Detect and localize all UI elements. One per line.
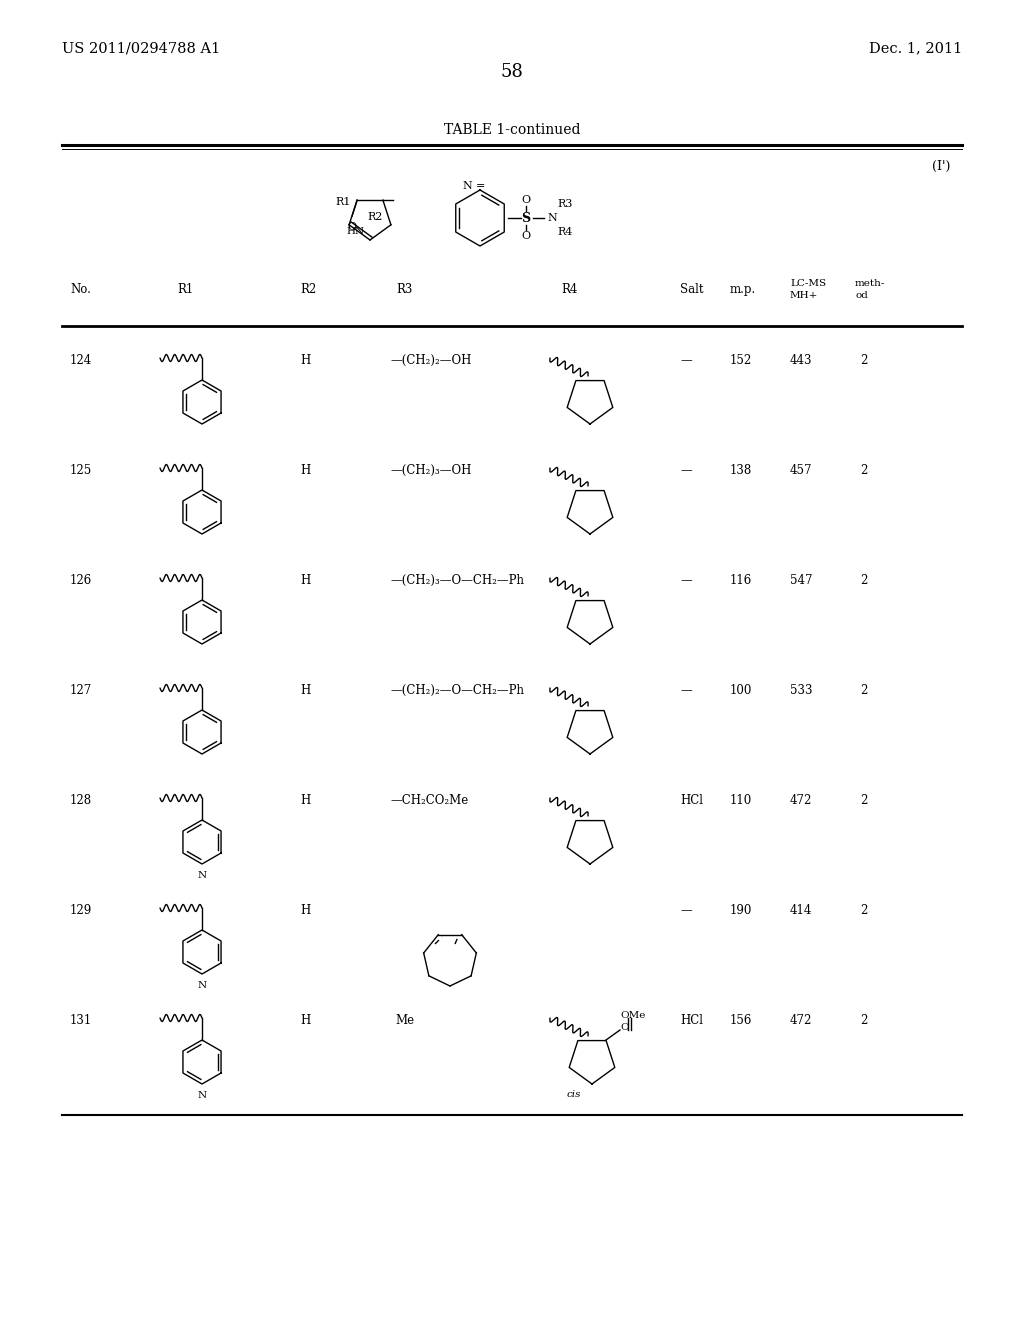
Text: 125: 125 xyxy=(70,465,92,477)
Text: MH+: MH+ xyxy=(790,290,818,300)
Text: 2: 2 xyxy=(860,574,867,587)
Text: 443: 443 xyxy=(790,354,812,367)
Text: 128: 128 xyxy=(70,795,92,807)
Text: 472: 472 xyxy=(790,795,812,807)
Text: 533: 533 xyxy=(790,684,812,697)
Text: No.: No. xyxy=(70,282,91,296)
Text: Salt: Salt xyxy=(680,282,703,296)
Text: 2: 2 xyxy=(860,904,867,917)
Text: —CH₂CO₂Me: —CH₂CO₂Me xyxy=(390,795,468,807)
Text: 156: 156 xyxy=(730,1014,753,1027)
Text: O: O xyxy=(347,222,356,232)
Text: —(CH₂)₂—OH: —(CH₂)₂—OH xyxy=(390,354,471,367)
Text: N: N xyxy=(198,871,207,880)
Text: R3: R3 xyxy=(557,199,572,209)
Text: R2: R2 xyxy=(300,282,316,296)
Text: R1: R1 xyxy=(177,282,194,296)
Text: 131: 131 xyxy=(70,1014,92,1027)
Text: US 2011/0294788 A1: US 2011/0294788 A1 xyxy=(62,41,220,55)
Text: H: H xyxy=(300,465,310,477)
Text: (I'): (I') xyxy=(932,160,950,173)
Text: cis: cis xyxy=(566,1090,582,1100)
Text: H: H xyxy=(300,795,310,807)
Text: H: H xyxy=(300,574,310,587)
Text: 138: 138 xyxy=(730,465,753,477)
Text: 58: 58 xyxy=(501,63,523,81)
Text: N: N xyxy=(462,181,472,191)
Text: R2: R2 xyxy=(368,211,383,222)
Text: R3: R3 xyxy=(397,282,414,296)
Text: m.p.: m.p. xyxy=(730,282,757,296)
Text: —: — xyxy=(680,354,692,367)
Text: —: — xyxy=(680,574,692,587)
Text: H: H xyxy=(300,684,310,697)
Text: R4: R4 xyxy=(557,227,572,238)
Text: —: — xyxy=(680,684,692,697)
Text: —(CH₂)₃—OH: —(CH₂)₃—OH xyxy=(390,465,471,477)
Text: 124: 124 xyxy=(70,354,92,367)
Text: 472: 472 xyxy=(790,1014,812,1027)
Text: od: od xyxy=(855,290,868,300)
Text: O: O xyxy=(521,231,530,242)
Text: 2: 2 xyxy=(860,1014,867,1027)
Text: 2: 2 xyxy=(860,795,867,807)
Text: 129: 129 xyxy=(70,904,92,917)
Text: Dec. 1, 2011: Dec. 1, 2011 xyxy=(868,41,962,55)
Text: HCl: HCl xyxy=(680,1014,703,1027)
Text: =: = xyxy=(476,181,485,191)
Text: —: — xyxy=(680,904,692,917)
Text: 152: 152 xyxy=(730,354,753,367)
Text: 127: 127 xyxy=(70,684,92,697)
Text: —(CH₂)₂—O—CH₂—Ph: —(CH₂)₂—O—CH₂—Ph xyxy=(390,684,524,697)
Text: HN: HN xyxy=(347,227,365,236)
Text: 190: 190 xyxy=(730,904,753,917)
Text: R4: R4 xyxy=(562,282,579,296)
Text: —(CH₂)₃—O—CH₂—Ph: —(CH₂)₃—O—CH₂—Ph xyxy=(390,574,524,587)
Text: 2: 2 xyxy=(860,684,867,697)
Text: O: O xyxy=(521,195,530,205)
Text: TABLE 1-continued: TABLE 1-continued xyxy=(443,123,581,137)
Text: H: H xyxy=(300,354,310,367)
Text: 100: 100 xyxy=(730,684,753,697)
Text: N: N xyxy=(198,1092,207,1100)
Text: 2: 2 xyxy=(860,465,867,477)
Text: N: N xyxy=(547,213,557,223)
Text: 126: 126 xyxy=(70,574,92,587)
Text: meth-: meth- xyxy=(855,279,886,288)
Text: 110: 110 xyxy=(730,795,753,807)
Text: LC-MS: LC-MS xyxy=(790,279,826,288)
Text: 414: 414 xyxy=(790,904,812,917)
Text: Me: Me xyxy=(395,1014,415,1027)
Text: 457: 457 xyxy=(790,465,812,477)
Text: —: — xyxy=(680,465,692,477)
Text: HCl: HCl xyxy=(680,795,703,807)
Text: 2: 2 xyxy=(860,354,867,367)
Text: OMe: OMe xyxy=(620,1011,645,1019)
Text: S: S xyxy=(521,211,530,224)
Text: 547: 547 xyxy=(790,574,812,587)
Text: 116: 116 xyxy=(730,574,753,587)
Text: R1: R1 xyxy=(336,197,351,207)
Text: O: O xyxy=(620,1023,629,1032)
Text: N: N xyxy=(198,981,207,990)
Text: H: H xyxy=(300,904,310,917)
Text: H: H xyxy=(300,1014,310,1027)
